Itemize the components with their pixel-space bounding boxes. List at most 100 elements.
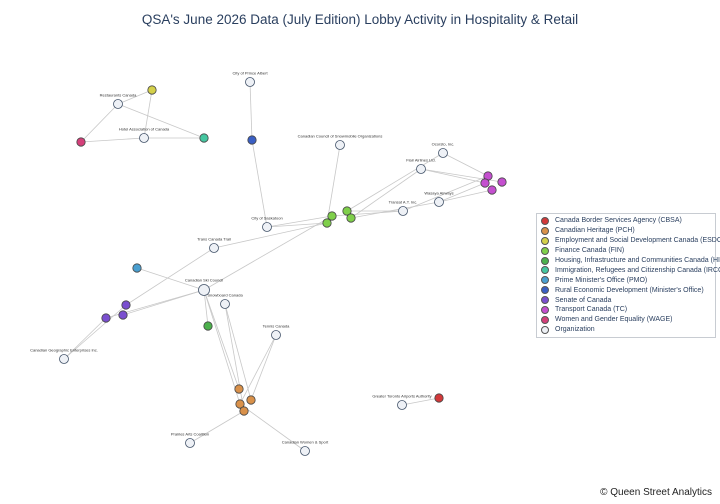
legend-item[interactable]: Women and Gender Equality (WAGE)	[541, 315, 711, 325]
edge	[350, 201, 440, 219]
organization-node[interactable]: Flair Airlines Ltd.	[406, 158, 436, 174]
node-circle	[346, 213, 356, 223]
node-circle	[239, 406, 249, 416]
organization-node[interactable]: Trans Canada Trail	[197, 237, 231, 253]
node-circle	[438, 148, 448, 158]
legend-item[interactable]: Canadian Heritage (PCH)	[541, 226, 711, 236]
node-circle	[203, 321, 213, 331]
government-node[interactable]	[199, 133, 209, 143]
government-node[interactable]	[247, 135, 257, 145]
government-node[interactable]	[480, 178, 490, 188]
node-circle	[59, 354, 69, 364]
edge	[203, 289, 209, 327]
legend-item[interactable]: Canada Border Services Agency (CBSA)	[541, 216, 711, 226]
organization-node[interactable]: Canadian Council of Snowmobile Organizat…	[298, 134, 383, 150]
organization-node[interactable]: Canadian Women & Sport	[282, 440, 329, 456]
organization-node[interactable]: Greater Toronto Airports Authority	[372, 394, 432, 410]
node-circle	[300, 446, 310, 456]
edge	[213, 222, 328, 249]
government-node[interactable]	[76, 137, 86, 147]
legend-swatch	[541, 216, 549, 225]
edge	[80, 103, 119, 143]
legend-item[interactable]: Finance Canada (FIN)	[541, 246, 711, 256]
edge	[63, 304, 127, 360]
legend-swatch	[541, 286, 549, 295]
edge	[63, 317, 107, 360]
legend-swatch	[541, 315, 549, 324]
government-node[interactable]	[121, 300, 131, 310]
edge	[326, 144, 341, 224]
government-node[interactable]	[487, 185, 497, 195]
government-node[interactable]	[101, 313, 111, 323]
legend-item[interactable]: Prime Minister's Office (PMO)	[541, 275, 711, 285]
organization-node[interactable]: City of Saskatoon	[251, 216, 283, 232]
government-node[interactable]	[434, 393, 444, 403]
government-node[interactable]	[132, 263, 142, 273]
legend-item[interactable]: Senate of Canada	[541, 295, 711, 305]
legend-item[interactable]: Organization	[541, 325, 711, 335]
edge	[239, 403, 306, 452]
node-circle	[397, 400, 407, 410]
edge	[420, 168, 486, 184]
node-circle	[139, 133, 149, 143]
legend-swatch	[541, 276, 549, 285]
organization-node[interactable]: Transat A.T. Inc.	[389, 200, 418, 216]
organization-node[interactable]: Canadian Ski Council	[185, 278, 223, 296]
legend-item[interactable]: Transport Canada (TC)	[541, 305, 711, 315]
organization-label: City of Prince Albert	[232, 71, 268, 76]
legend-item[interactable]: Rural Economic Development (Minister's O…	[541, 285, 711, 295]
footer-credit: © Queen Street Analytics	[600, 487, 712, 498]
legend-swatch	[541, 296, 549, 305]
legend-swatch	[541, 246, 549, 255]
government-node[interactable]	[246, 395, 256, 405]
organization-node[interactable]: Snowboard Canada	[207, 293, 243, 309]
organization-node[interactable]: Hotel Association of Canada	[119, 127, 170, 143]
node-circle	[121, 300, 131, 310]
node-circle	[245, 77, 255, 87]
edge	[266, 222, 328, 228]
legend: Canada Border Services Agency (CBSA) Cana…	[536, 213, 720, 338]
node-circle	[480, 178, 490, 188]
organization-label: Trans Canada Trail	[197, 237, 231, 242]
government-node[interactable]	[327, 211, 337, 221]
organization-label: Snowboard Canada	[207, 293, 243, 298]
legend-label: Senate of Canada	[555, 296, 612, 304]
government-node[interactable]	[203, 321, 213, 331]
edge	[136, 267, 205, 291]
legend-label: Housing, Infrastructure and Communities …	[555, 257, 720, 264]
organization-node[interactable]: Restaurants Canada	[100, 93, 137, 109]
legend-label: Employment and Social Development Canada…	[555, 237, 720, 245]
legend-item[interactable]: Immigration, Refugees and Citizenship Ca…	[541, 265, 720, 275]
government-node[interactable]	[147, 85, 157, 95]
edges	[63, 81, 503, 452]
edge	[203, 289, 241, 405]
legend-item[interactable]: Housing, Infrastructure and Communities …	[541, 256, 720, 266]
government-node[interactable]	[234, 384, 244, 394]
government-node[interactable]	[235, 399, 245, 409]
edge	[266, 215, 333, 228]
node-circle	[234, 384, 244, 394]
node-circle	[322, 218, 332, 228]
organization-label: Canadian Women & Sport	[282, 440, 329, 445]
legend-swatch	[541, 226, 549, 235]
organization-label: City of Saskatoon	[251, 216, 282, 221]
node-circle	[271, 330, 281, 340]
organization-node[interactable]: Wasaya Airways	[424, 191, 454, 207]
organization-label: Hotel Association of Canada	[119, 127, 170, 132]
legend-item[interactable]: Employment and Social Development Canada…	[541, 236, 720, 246]
government-node[interactable]	[239, 406, 249, 416]
organization-node[interactable]: City of Prince Albert	[232, 71, 268, 87]
government-node[interactable]	[346, 213, 356, 223]
organization-node[interactable]: Prairies Arts Coalition	[171, 432, 209, 448]
organization-node[interactable]: Tennis Canada	[263, 324, 290, 340]
edge	[117, 89, 153, 105]
government-node[interactable]	[118, 310, 128, 320]
government-node[interactable]	[497, 177, 507, 187]
organization-node[interactable]: Canadian Geographic Enterprises Inc.	[30, 348, 98, 364]
government-node[interactable]	[322, 218, 332, 228]
government-node[interactable]	[342, 206, 352, 216]
organization-node[interactable]: Ocorsto, Inc.	[432, 142, 455, 158]
edge	[189, 410, 245, 444]
node-circle	[342, 206, 352, 216]
